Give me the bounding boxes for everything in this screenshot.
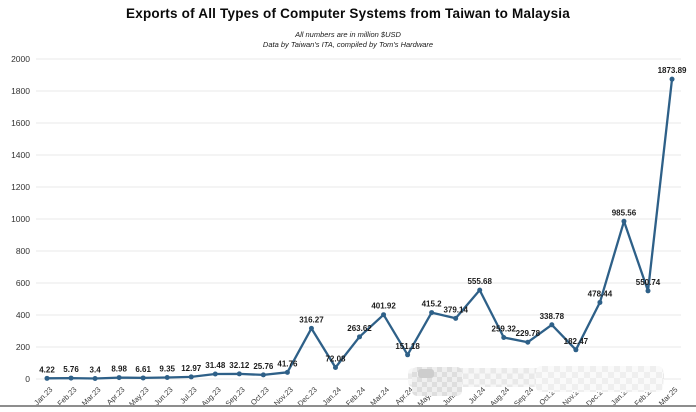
data-point-label: 151.18 <box>395 342 420 351</box>
data-point <box>645 288 651 294</box>
data-point-label: 3.4 <box>90 365 102 374</box>
data-point <box>164 375 170 381</box>
y-axis-tick-label: 600 <box>16 278 30 288</box>
data-point <box>140 375 146 381</box>
data-point-label: 555.68 <box>467 277 492 286</box>
y-axis-tick-label: 800 <box>16 246 30 256</box>
x-axis-tick-label: Jan.23 <box>32 385 54 407</box>
data-point <box>212 371 218 377</box>
data-point <box>284 369 290 375</box>
data-point-label: 8.98 <box>111 365 127 374</box>
data-point-label: 12.97 <box>181 364 202 373</box>
chart-subtitle-source: Data by Taiwan's ITA, compiled by Tom's … <box>262 40 434 49</box>
data-point-label: 5.76 <box>63 365 79 374</box>
data-point-label: 478.44 <box>588 289 613 298</box>
data-point-label: 182.47 <box>564 337 589 346</box>
y-axis-tick-label: 200 <box>16 342 30 352</box>
data-point <box>116 375 122 381</box>
data-point <box>68 375 74 381</box>
data-point-label: 338.78 <box>540 312 565 321</box>
x-axis-tick-label: Oct.23 <box>249 385 271 407</box>
data-point-label: 229.78 <box>516 329 541 338</box>
data-point <box>236 371 242 377</box>
data-point-label: 259.32 <box>492 325 517 334</box>
data-point <box>44 375 50 381</box>
y-axis-tick-label: 400 <box>16 310 30 320</box>
data-point-label: 316.27 <box>299 315 324 324</box>
y-axis-tick-label: 1400 <box>11 150 30 160</box>
data-point-label: 6.61 <box>135 365 151 374</box>
watermark-blur <box>536 366 663 392</box>
y-axis-tick-label: 1000 <box>11 214 30 224</box>
x-axis-tick-label: Apr.23 <box>105 385 127 407</box>
data-point <box>501 335 507 341</box>
data-point <box>92 375 98 381</box>
watermark-blur <box>412 367 462 396</box>
data-point <box>429 310 435 316</box>
x-axis-tick-label: Jul.24 <box>467 385 488 406</box>
x-axis-tick-label: Jan.24 <box>321 385 343 407</box>
data-point-label: 25.76 <box>253 362 274 371</box>
data-point-label: 1873.89 <box>658 66 687 75</box>
data-point <box>332 364 338 370</box>
y-axis-tick-label: 1600 <box>11 118 30 128</box>
data-point <box>405 352 411 358</box>
data-point <box>525 339 531 345</box>
chart-title: Exports of All Types of Computer Systems… <box>126 6 570 21</box>
watermark-blur <box>418 369 434 378</box>
data-point-label: 401.92 <box>371 302 396 311</box>
data-point <box>308 325 314 331</box>
y-axis-tick-label: 1200 <box>11 182 30 192</box>
data-point <box>188 374 194 380</box>
series-line <box>45 78 674 380</box>
data-point <box>669 76 675 82</box>
data-point-label: 9.35 <box>159 365 175 374</box>
data-point-label: 32.12 <box>229 361 250 370</box>
data-point <box>573 347 579 353</box>
data-point-label: 415.2 <box>422 300 443 309</box>
y-axis-tick-label: 2000 <box>11 54 30 64</box>
data-point-label: 263.62 <box>347 324 372 333</box>
data-point-label: 31.48 <box>205 361 226 370</box>
data-point <box>597 299 603 305</box>
data-point <box>549 322 555 328</box>
x-axis-tick-label: Jul.23 <box>178 385 199 406</box>
y-axis-tick-label: 1800 <box>11 86 30 96</box>
data-point <box>621 218 627 224</box>
data-point-label: 4.22 <box>39 365 55 374</box>
x-axis-tick-label: Jun.23 <box>152 385 174 407</box>
data-point-label: 985.56 <box>612 208 637 217</box>
data-point <box>477 287 483 293</box>
chart-subtitle-units: All numbers are in million $USD <box>295 30 401 39</box>
data-point <box>381 312 387 318</box>
data-point <box>260 372 266 378</box>
data-point-label: 550.74 <box>636 278 661 287</box>
data-point-label: 72.08 <box>325 354 346 363</box>
data-point-label: 379.14 <box>443 305 468 314</box>
data-point <box>357 334 363 340</box>
data-point <box>453 315 459 321</box>
bottom-divider <box>0 405 696 407</box>
data-point-label: 41.76 <box>277 359 298 368</box>
y-axis-tick-label: 0 <box>25 374 30 384</box>
